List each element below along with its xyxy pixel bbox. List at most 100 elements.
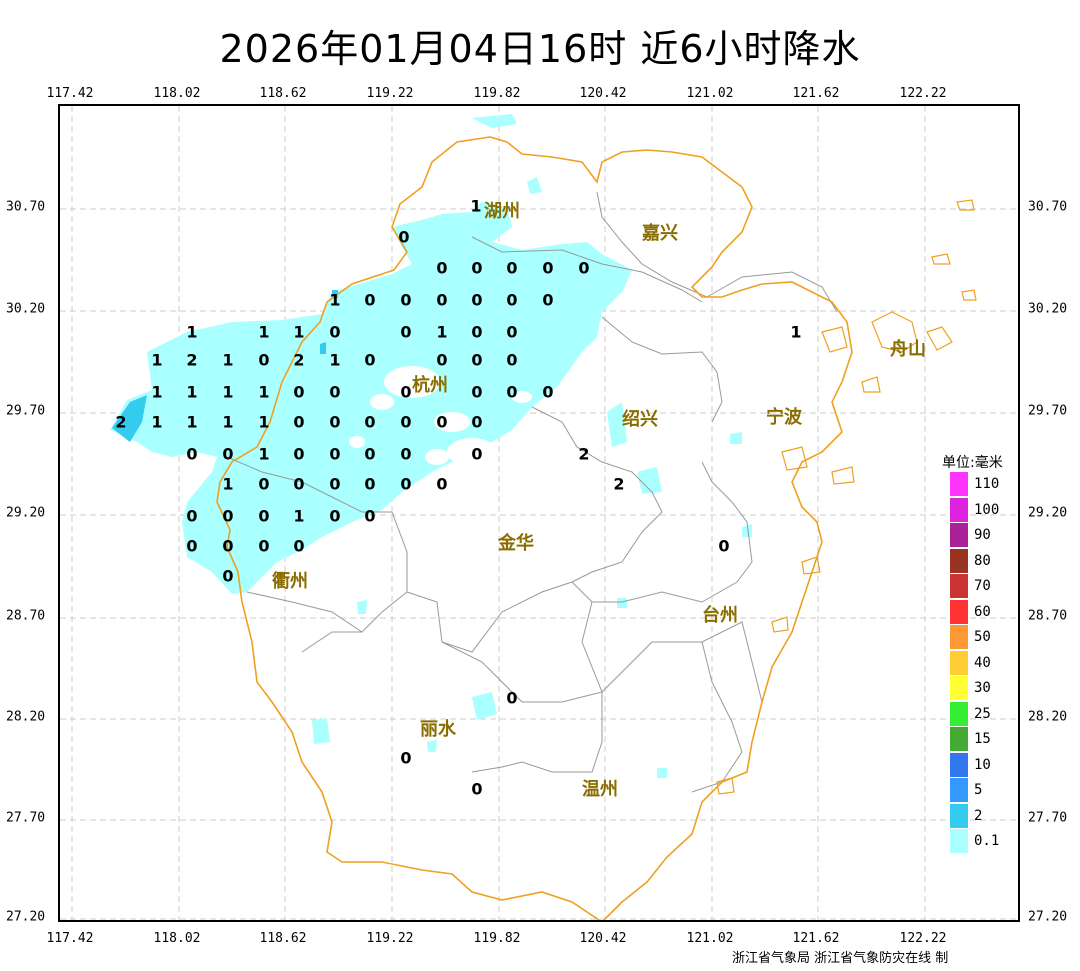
city-label-lishui: 丽水 (420, 719, 456, 740)
legend-item: 80 (950, 548, 1030, 573)
legend-swatch (950, 548, 968, 573)
legend-swatch (950, 676, 968, 700)
station-value: 0 (400, 322, 412, 342)
station-value: 1 (186, 382, 198, 402)
station-value: 0 (436, 412, 448, 432)
station-value: 0 (506, 688, 518, 708)
station-value: 0 (258, 536, 270, 556)
legend-swatch (950, 727, 968, 751)
legend-title: 单位:毫米 (942, 455, 1003, 471)
station-value: 0 (471, 290, 483, 310)
station-value: 0 (364, 474, 376, 494)
y-tick-right: 29.20 (1028, 505, 1068, 521)
station-value: 0 (293, 536, 305, 556)
legend-label: 30 (974, 680, 991, 696)
station-value: 0 (293, 382, 305, 402)
station-value: 0 (471, 322, 483, 342)
station-value: 0 (258, 350, 270, 370)
city-label-hangzhou: 杭州 (412, 375, 448, 396)
y-tick-left: 28.70 (6, 608, 46, 624)
station-value: 0 (436, 474, 448, 494)
station-value: 0 (506, 322, 518, 342)
legend-label: 50 (974, 629, 991, 645)
legend-label: 100 (974, 501, 1000, 518)
legend-item: 25 (950, 701, 1030, 726)
station-value: 0 (578, 258, 590, 278)
map-canvas (60, 106, 1018, 920)
station-value: 0 (329, 444, 341, 464)
legend-label: 10 (974, 756, 991, 773)
station-value: 0 (364, 290, 376, 310)
station-value: 1 (258, 444, 270, 464)
station-value: 0 (400, 444, 412, 464)
y-tick-left: 27.20 (6, 909, 46, 925)
city-label-huzhou: 湖州 (484, 201, 520, 222)
province-border (216, 136, 853, 920)
station-value: 2 (613, 474, 625, 494)
city-label-taizhou: 台州 (702, 605, 738, 626)
station-value: 0 (293, 444, 305, 464)
station-value: 0 (329, 506, 341, 526)
legend-swatch (950, 829, 968, 853)
legend-swatch (950, 778, 968, 802)
station-value: 1 (329, 350, 341, 370)
station-value: 0 (436, 290, 448, 310)
station-value: 0 (471, 258, 483, 278)
y-tick-left: 30.20 (6, 301, 46, 317)
station-value: 0 (436, 258, 448, 278)
legend-label: 40 (974, 654, 991, 671)
station-value: 1 (790, 322, 802, 342)
station-value: 0 (364, 506, 376, 526)
station-value: 1 (222, 382, 234, 402)
x-tick-bottom: 119.22 (366, 931, 414, 946)
station-value: 1 (436, 322, 448, 342)
station-value: 0 (222, 506, 234, 526)
station-value: 0 (542, 382, 554, 402)
x-tick-top: 118.02 (153, 86, 201, 101)
station-value: 0 (186, 444, 198, 464)
y-tick-left: 29.70 (6, 403, 46, 419)
x-tick-bottom: 121.02 (686, 931, 734, 946)
station-value: 0 (329, 412, 341, 432)
y-tick-right: 30.20 (1028, 301, 1068, 317)
station-value: 2 (186, 350, 198, 370)
station-value: 1 (222, 412, 234, 432)
city-label-jinhua: 金华 (498, 533, 534, 554)
station-value: 0 (222, 536, 234, 556)
city-label-ningbo: 宁波 (766, 407, 802, 428)
legend-label: 90 (974, 527, 991, 543)
legend-item: 2 (950, 803, 1030, 828)
legend-swatch (950, 599, 968, 624)
station-value: 0 (293, 412, 305, 432)
station-value: 0 (471, 350, 483, 370)
legend-label: 2 (974, 807, 983, 824)
station-value: 0 (364, 412, 376, 432)
legend-item: 10 (950, 752, 1030, 777)
x-tick-top: 122.22 (899, 86, 947, 101)
precip-area-2mm (112, 290, 338, 442)
legend-swatch (950, 472, 968, 496)
legend-item: 5 (950, 778, 1030, 802)
y-tick-left: 28.20 (6, 709, 46, 725)
legend-swatch (950, 803, 968, 828)
lat-lon-grid (60, 106, 1018, 920)
y-tick-left: 27.70 (6, 810, 46, 826)
y-tick-left: 30.70 (6, 199, 46, 215)
station-value: 1 (151, 350, 163, 370)
legend-item: 110 (950, 472, 1030, 496)
legend-item: 40 (950, 650, 1030, 675)
station-value: 1 (222, 474, 234, 494)
station-value: 0 (329, 322, 341, 342)
station-value: 0 (506, 382, 518, 402)
x-tick-bottom: 119.82 (473, 931, 521, 946)
station-value: 1 (186, 412, 198, 432)
x-tick-bottom: 120.42 (579, 931, 627, 946)
station-value: 1 (151, 412, 163, 432)
city-label-wenzhou: 温州 (582, 779, 618, 800)
y-tick-right: 28.20 (1028, 709, 1068, 725)
station-value: 0 (329, 382, 341, 402)
legend-swatch (950, 701, 968, 726)
station-value: 0 (186, 506, 198, 526)
legend-item: 30 (950, 676, 1030, 700)
map-title: 2026年01月04日16时 近6小时降水 (219, 27, 861, 71)
